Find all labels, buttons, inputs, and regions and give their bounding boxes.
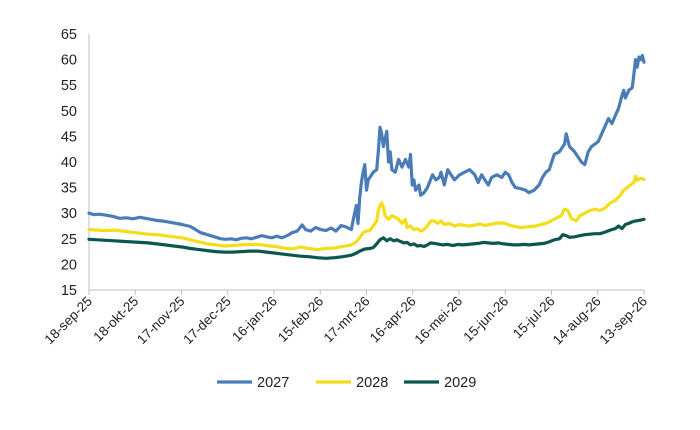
- x-tick-label: 16-jan-26: [229, 294, 280, 345]
- x-tick-label: 15-feb-26: [275, 294, 326, 345]
- series-line-2027: [87, 53, 646, 242]
- legend-label-2028: 2028: [356, 375, 388, 391]
- legend-label-2029: 2029: [444, 375, 476, 391]
- x-tick-label: 17-dec-25: [180, 294, 234, 348]
- series-line-2028: [87, 174, 646, 252]
- y-axis-ticks: 15 20 25 30 35 40 45 50 55 60 65: [61, 27, 77, 299]
- x-tick-label: 13-sep-26: [597, 294, 651, 348]
- y-tick-label: 35: [61, 181, 77, 197]
- y-tick-label: 55: [61, 78, 77, 94]
- y-tick-label: 65: [61, 27, 77, 43]
- x-tick-label: 17-nov-25: [134, 294, 188, 348]
- y-tick-label: 60: [61, 53, 77, 69]
- x-tick-label: 17-mrt-26: [321, 294, 373, 346]
- axes: [88, 34, 644, 291]
- y-tick-label: 15: [61, 283, 77, 299]
- x-tick-label: 16-apr-26: [367, 294, 419, 346]
- y-tick-label: 40: [61, 155, 77, 171]
- y-tick-label: 20: [61, 257, 77, 273]
- y-tick-label: 45: [61, 129, 77, 145]
- y-tick-label: 30: [61, 206, 77, 222]
- legend-label-2027: 2027: [257, 375, 289, 391]
- legend: 2027 2028 2029: [217, 375, 476, 391]
- y-tick-label: 25: [61, 232, 77, 248]
- x-tick-label: 16-mei-26: [412, 294, 466, 348]
- series-line-2029: [87, 217, 646, 260]
- x-tick-label: 14-aug-26: [550, 294, 604, 348]
- series-lines: [87, 53, 646, 260]
- y-tick-label: 50: [61, 104, 77, 120]
- x-axis-ticks: 18-sep-2518-okt-2517-nov-2517-dec-2516-j…: [42, 290, 651, 348]
- x-tick-label: 15-jun-26: [460, 294, 511, 345]
- x-tick-label: 18-sep-25: [42, 294, 96, 348]
- x-tick-label: 15-jul-26: [510, 294, 558, 342]
